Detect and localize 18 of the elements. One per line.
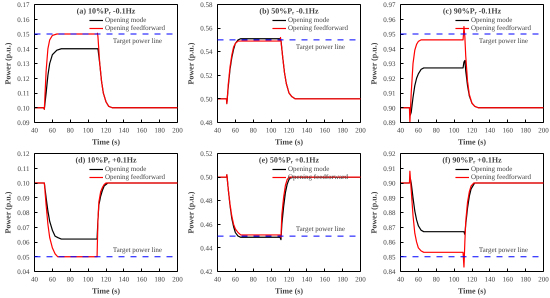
chart-title: (b) 50%Pᵣ -0.1Hz [259, 6, 320, 16]
chart-title: (f) 90%Pᵣ +0.1Hz [442, 156, 502, 164]
y-axis-title: Power (p.u.) [369, 42, 378, 84]
y-axis-title: Power (p.u.) [369, 191, 378, 234]
chart-title: (a) 10%Pᵣ -0.1Hz [76, 6, 136, 16]
x-axis-title: Time (s) [92, 138, 120, 146]
chart-title: (c) 90%Pᵣ -0.1Hz [442, 6, 502, 16]
x-axis-title: Time (s) [458, 286, 486, 296]
y-axis-title: Power (p.u.) [186, 42, 196, 84]
x-axis-title: Time (s) [92, 286, 120, 296]
y-axis-title: Power (p.u.) [3, 191, 12, 234]
y-axis-title: Power (p.u.) [186, 191, 196, 234]
x-axis-title: Time (s) [274, 138, 304, 146]
x-axis-title: Time (s) [458, 138, 486, 146]
chart-title: (e) 50%Pᵣ +0.1Hz [258, 156, 320, 164]
chart-title: (d) 10%Pᵣ +0.1Hz [75, 156, 137, 164]
y-axis-title: Power (p.u.) [3, 42, 12, 84]
x-axis-title: Time (s) [274, 286, 304, 296]
